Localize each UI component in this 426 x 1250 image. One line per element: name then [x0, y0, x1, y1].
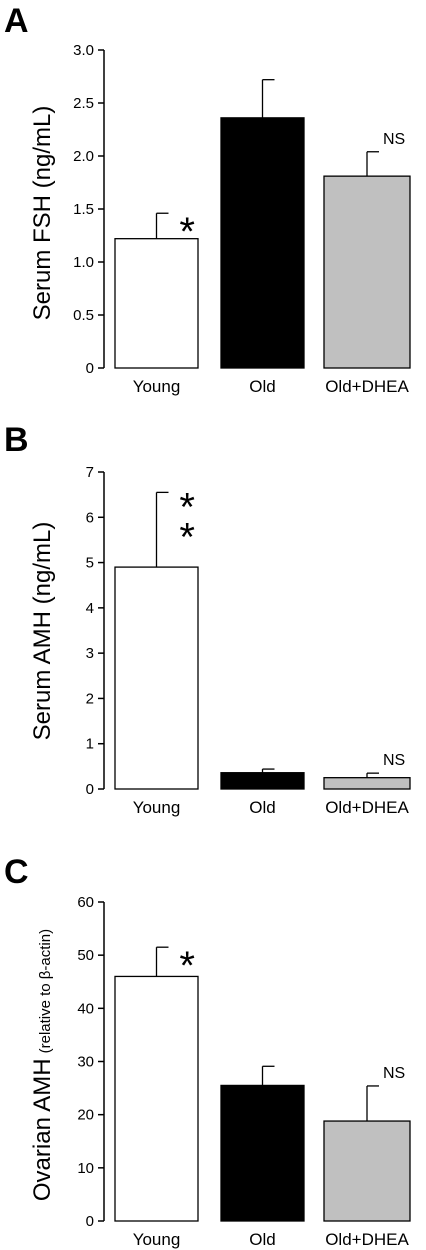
category-label-b: Young	[133, 798, 181, 817]
y-tick-label-a: 1.5	[73, 201, 94, 218]
y-tick-label-a: 0.5	[73, 307, 94, 324]
bar-c-old-dhea	[323, 1120, 411, 1222]
y-axis-label-c-sub: (relative to β-actin)	[37, 929, 54, 1054]
annotation-star-a: *	[179, 210, 195, 254]
y-tick-label-b: 7	[86, 464, 94, 481]
annotation-ns-c: NS	[383, 1065, 405, 1082]
y-axis-label-c-main: Ovarian AMH	[29, 1058, 56, 1201]
bar-b-old-dhea	[323, 777, 411, 790]
y-axis-label-b: Serum AMH (ng/mL)	[29, 522, 56, 741]
y-tick-label-c: 60	[77, 894, 94, 911]
panel-letter-a: A	[4, 2, 29, 40]
category-label-a: Old+DHEA	[325, 377, 409, 396]
bar-b-old	[220, 772, 305, 790]
category-label-c: Old+DHEA	[325, 1230, 409, 1249]
y-tick-label-b: 0	[86, 781, 94, 798]
y-tick-label-c: 0	[86, 1213, 94, 1230]
category-label-b: Old	[249, 798, 275, 817]
y-tick-label-c: 40	[77, 1000, 94, 1017]
y-tick-label-a: 3.0	[73, 42, 94, 59]
y-tick-label-b: 1	[86, 736, 94, 753]
y-tick-label-a: 2.0	[73, 148, 94, 165]
y-tick-label-b: 5	[86, 555, 94, 572]
bar-a-old	[220, 117, 305, 369]
y-tick-label-b: 6	[86, 509, 94, 526]
y-tick-label-c: 10	[77, 1160, 94, 1177]
annotation-star-b: *	[179, 485, 195, 529]
panel-letter-b: B	[4, 421, 29, 459]
y-tick-label-a: 2.5	[73, 95, 94, 112]
y-tick-label-b: 3	[86, 645, 94, 662]
category-label-c: Old	[249, 1230, 275, 1249]
category-label-b: Old+DHEA	[325, 798, 409, 817]
y-tick-label-b: 4	[86, 600, 94, 617]
category-label-c: Young	[133, 1230, 181, 1249]
panel-a: A Serum FSH (ng/mL) 0 0.5 1.0 1.5 2.0 2.5 3.0 Y…	[4, 2, 411, 396]
bar-c-old	[220, 1084, 305, 1222]
y-axis-label-c: Ovarian AMH (relative to β-actin)	[29, 929, 56, 1201]
y-tick-label-a: 1.0	[73, 254, 94, 271]
bar-a-young	[114, 238, 199, 369]
bar-c-young	[114, 975, 199, 1222]
y-tick-label-c: 50	[77, 947, 94, 964]
y-tick-label-b: 2	[86, 690, 94, 707]
y-tick-label-a: 0	[86, 360, 94, 377]
y-axis-label-a: Serum FSH (ng/mL)	[29, 106, 56, 321]
category-label-a: Old	[249, 377, 275, 396]
panel-b: B Serum AMH (ng/mL) 0 1 2 3 4 5 6 7 Young ** Old Ol…	[4, 421, 411, 817]
y-tick-label-c: 20	[77, 1107, 94, 1124]
annotation-star-c: *	[179, 944, 195, 988]
annotation-ns-b: NS	[383, 752, 405, 769]
bar-b-young	[114, 566, 199, 790]
annotation-ns-a: NS	[383, 131, 405, 148]
category-label-a: Young	[133, 377, 181, 396]
panel-letter-c: C	[4, 853, 29, 891]
panel-c: C Ovarian AMH (relative to β-actin) 0 10 20…	[4, 853, 411, 1249]
bar-a-old-dhea	[323, 175, 411, 369]
y-tick-label-c: 30	[77, 1054, 94, 1071]
annotation-star-b: *	[179, 515, 195, 559]
